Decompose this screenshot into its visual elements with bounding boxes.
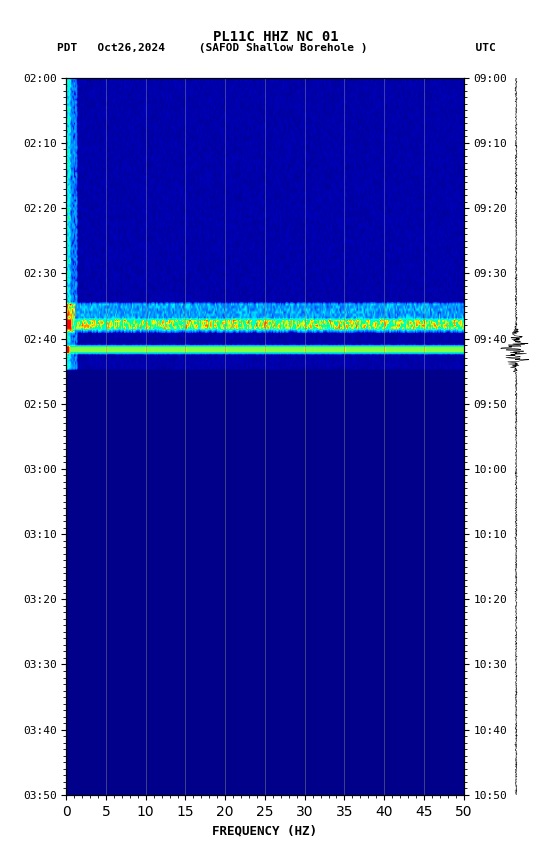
Text: PL11C HHZ NC 01: PL11C HHZ NC 01	[213, 30, 339, 44]
Text: PDT   Oct26,2024     (SAFOD Shallow Borehole )                UTC: PDT Oct26,2024 (SAFOD Shallow Borehole )…	[57, 43, 495, 54]
X-axis label: FREQUENCY (HZ): FREQUENCY (HZ)	[213, 824, 317, 837]
